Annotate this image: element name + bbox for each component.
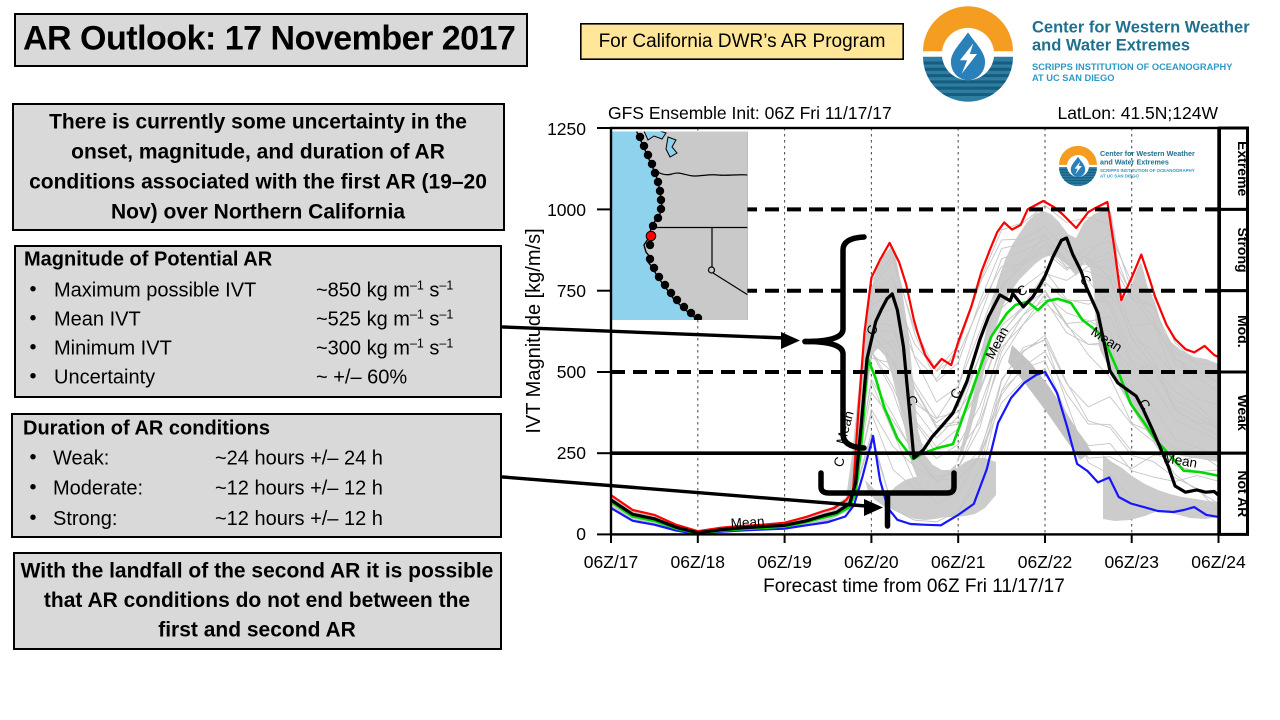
svg-text:AT UC SAN DIEGO: AT UC SAN DIEGO	[1100, 174, 1140, 179]
svg-text:•: •	[29, 279, 36, 301]
svg-text:LatLon: 41.5N;124W: LatLon: 41.5N;124W	[1057, 103, 1218, 123]
svg-text:Mean IVT: Mean IVT	[54, 309, 141, 331]
svg-text:Moderate:: Moderate:	[53, 478, 143, 500]
svg-text:AT UC SAN DIEGO: AT UC SAN DIEGO	[1032, 73, 1114, 83]
svg-text:Not AR: Not AR	[1235, 470, 1251, 517]
svg-text:onset, magnitude, and duration: onset, magnitude, and duration of AR	[71, 141, 445, 164]
svg-text:~ +/– 60%: ~ +/– 60%	[316, 367, 407, 389]
svg-text:With the landfall of the secon: With the landfall of the second AR it is…	[21, 560, 494, 583]
svg-text:and Water Extremes: and Water Extremes	[1100, 158, 1169, 167]
svg-text:Minimum IVT: Minimum IVT	[54, 338, 172, 360]
svg-text:Mean: Mean	[730, 514, 765, 531]
svg-text:~300 kg m–1 s–1: ~300 kg m–1 s–1	[316, 337, 453, 360]
svg-text:Nov) over Northern California: Nov) over Northern California	[111, 201, 405, 224]
svg-text:Weak:: Weak:	[53, 448, 109, 470]
svg-text:•: •	[29, 447, 36, 469]
svg-text:Duration of AR conditions: Duration of AR conditions	[23, 418, 270, 440]
svg-text:conditions associated with the: conditions associated with the first AR …	[29, 171, 487, 194]
svg-text:•: •	[29, 507, 36, 529]
svg-text:06Z/23: 06Z/23	[1104, 552, 1158, 572]
svg-text:~12 hours +/– 12 h: ~12 hours +/– 12 h	[215, 478, 383, 500]
svg-text:06Z/20: 06Z/20	[844, 552, 899, 572]
svg-text:06Z/22: 06Z/22	[1018, 552, 1072, 572]
svg-text:Strong:: Strong:	[53, 508, 117, 530]
svg-text:C: C	[864, 323, 881, 337]
svg-text:•: •	[29, 337, 36, 359]
svg-text:06Z/24: 06Z/24	[1191, 552, 1246, 572]
svg-text:0: 0	[576, 524, 586, 544]
svg-text:~525 kg m–1 s–1: ~525 kg m–1 s–1	[316, 308, 453, 331]
svg-text:1250: 1250	[547, 119, 586, 139]
svg-text:06Z/18: 06Z/18	[671, 552, 725, 572]
svg-text:•: •	[29, 477, 36, 499]
svg-text:SCRIPPS INSTITUTION OF OCEANOG: SCRIPPS INSTITUTION OF OCEANOGRAPHY	[1032, 62, 1233, 72]
svg-text:1000: 1000	[547, 200, 586, 220]
svg-text:500: 500	[557, 362, 586, 382]
svg-text:For California DWR’s AR Progra: For California DWR’s AR Program	[599, 31, 886, 52]
svg-text:•: •	[29, 366, 36, 388]
svg-text:first and second AR: first and second AR	[158, 619, 356, 642]
svg-text:Uncertainty: Uncertainty	[54, 367, 155, 389]
svg-text:Center for Western Weather: Center for Western Weather	[1032, 19, 1250, 37]
svg-text:750: 750	[557, 281, 586, 301]
svg-text:•: •	[29, 308, 36, 330]
svg-text:Maximum possible IVT: Maximum possible IVT	[54, 280, 256, 302]
svg-text:C: C	[831, 455, 848, 469]
svg-text:06Z/21: 06Z/21	[931, 552, 985, 572]
svg-text:~12 hours +/– 12 h: ~12 hours +/– 12 h	[215, 508, 383, 530]
svg-text:and Water Extremes: and Water Extremes	[1032, 37, 1190, 55]
svg-text:Mean: Mean	[1162, 450, 1198, 471]
svg-text:Center for Western Weather: Center for Western Weather	[1100, 149, 1195, 158]
svg-text:SCRIPPS INSTITUTION OF OCEANOG: SCRIPPS INSTITUTION OF OCEANOGRAPHY	[1100, 168, 1195, 173]
svg-text:GFS Ensemble Init: 06Z Fri 11/: GFS Ensemble Init: 06Z Fri 11/17/17	[608, 103, 892, 123]
svg-text:~850 kg m–1 s–1: ~850 kg m–1 s–1	[316, 279, 453, 302]
svg-text:Weak: Weak	[1235, 394, 1251, 431]
svg-text:Extreme: Extreme	[1235, 141, 1251, 196]
svg-text:AR Outlook: 17 November 2017: AR Outlook: 17 November 2017	[23, 20, 515, 58]
svg-text:06Z/19: 06Z/19	[757, 552, 811, 572]
svg-text:06Z/17: 06Z/17	[584, 552, 638, 572]
svg-text:There is currently some uncert: There is currently some uncertainty in t…	[49, 111, 467, 134]
svg-text:Mod.: Mod.	[1235, 315, 1251, 348]
svg-text:Strong: Strong	[1235, 227, 1251, 272]
svg-text:250: 250	[557, 443, 586, 463]
svg-text:Magnitude of Potential AR: Magnitude of Potential AR	[24, 249, 273, 271]
svg-text:that AR conditions do not end: that AR conditions do not end between th…	[44, 589, 470, 612]
svg-text:IVT Magnitude [kg/m/s]: IVT Magnitude [kg/m/s]	[523, 228, 545, 433]
svg-text:~24 hours +/– 24 h: ~24 hours +/– 24 h	[215, 448, 383, 470]
svg-text:Forecast time from 06Z Fri 11/: Forecast time from 06Z Fri 11/17/17	[763, 576, 1065, 597]
